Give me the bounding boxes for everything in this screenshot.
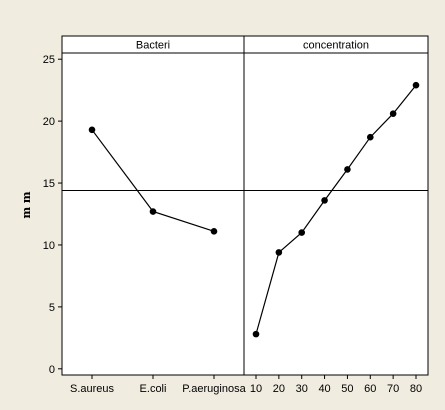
x-tick-label: S.aureus	[70, 383, 115, 395]
panel-2: concentration 10 20 30 40 50 60 70 80	[250, 40, 422, 396]
x-tick-label: 60	[364, 383, 376, 395]
data-point	[252, 330, 260, 338]
y-tick-label: 20	[43, 116, 55, 128]
data-point	[389, 110, 397, 117]
data-point	[366, 133, 374, 141]
y-tick-label: 15	[43, 178, 55, 190]
y-axis-label: m m	[20, 191, 33, 218]
data-point	[298, 229, 306, 236]
x-tick-label: 10	[250, 383, 262, 395]
panel-title: Bacteri	[136, 40, 170, 52]
data-point	[321, 197, 328, 204]
data-point	[210, 228, 218, 235]
panel-title: concentration	[303, 40, 369, 52]
x-tick-label: 70	[387, 383, 399, 395]
x-tick-label: 20	[273, 383, 285, 395]
y-tick-label: 25	[43, 54, 55, 66]
x-tick-label: 80	[410, 383, 422, 395]
panels: Bacteri S.aureus E.coli P.aeruginosa concent…	[70, 40, 422, 396]
y-tick-label: 10	[43, 240, 55, 252]
data-point	[88, 126, 96, 134]
data-point	[149, 208, 157, 215]
x-tick-label: E.coli	[140, 383, 167, 395]
y-axis: 0 5 10 15 20 25	[43, 54, 62, 376]
data-point	[344, 166, 351, 173]
x-tick-label: 50	[341, 383, 353, 395]
data-point	[275, 249, 283, 256]
plot-area	[62, 36, 428, 375]
y-tick-label: 0	[49, 364, 55, 376]
panel-1: Bacteri S.aureus E.coli P.aeruginosa	[70, 40, 247, 396]
y-tick-label: 5	[49, 302, 55, 314]
x-tick-label: 30	[296, 383, 308, 395]
plot-frame	[61, 35, 429, 376]
x-tick-label: 40	[318, 383, 330, 395]
x-tick-label: P.aeruginosa	[182, 383, 246, 395]
series-line	[255, 84, 417, 335]
data-point	[412, 81, 420, 89]
